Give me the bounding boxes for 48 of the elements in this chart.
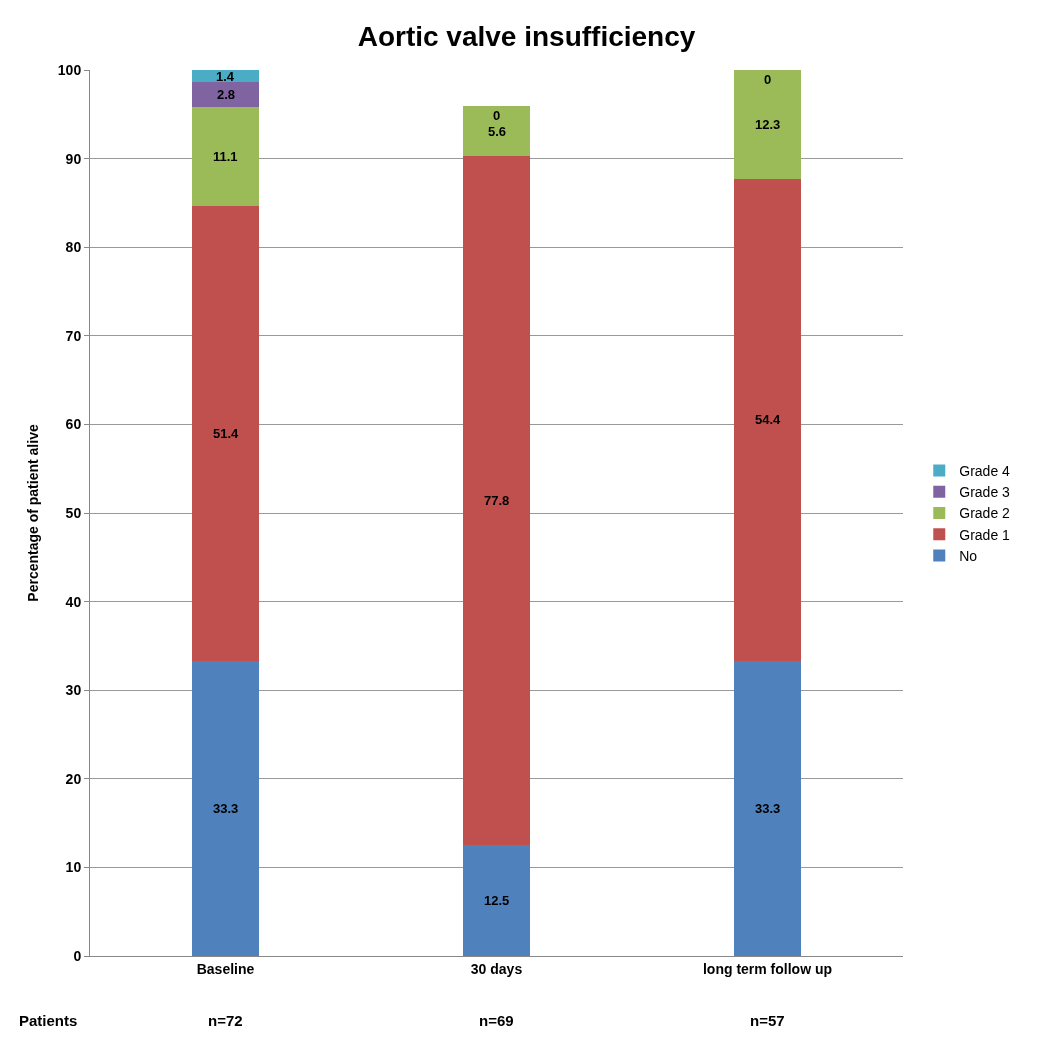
y-tick-label: 0 <box>73 947 82 964</box>
data-label: 33.3 <box>213 801 239 816</box>
y-tick-label: 10 <box>65 859 82 876</box>
data-label: 51.4 <box>213 426 240 441</box>
y-tick-label: 40 <box>65 593 82 610</box>
x-tick-label: Baseline <box>196 960 255 977</box>
data-label: 12.5 <box>484 893 510 908</box>
y-tick-label: 90 <box>65 150 82 167</box>
legend-label: Grade 2 <box>959 505 1011 522</box>
legend-label: Grade 1 <box>959 526 1011 543</box>
data-label: 11.1 <box>213 149 238 164</box>
text: n=57 <box>750 1012 785 1029</box>
y-tick-label: 50 <box>65 504 82 521</box>
y-tick-label: 100 <box>57 61 82 78</box>
bar <box>191 205 260 661</box>
text: n=72 <box>208 1012 243 1029</box>
data-label: 0 <box>764 72 772 87</box>
bar <box>191 107 260 206</box>
data-label: 77.8 <box>484 493 510 508</box>
legend-label: Grade 4 <box>959 463 1011 480</box>
data-label: 5.6 <box>488 124 507 139</box>
legend-label: Grade 3 <box>959 484 1011 501</box>
y-tick-label: 70 <box>65 327 82 344</box>
bar <box>462 106 531 156</box>
bar <box>462 155 531 846</box>
data-label: 33.3 <box>755 801 781 816</box>
chart-title: Aortic valve insufficiency <box>357 21 696 52</box>
x-tick-label: 30 days <box>470 960 523 977</box>
data-label: 12.3 <box>755 117 781 132</box>
x-tick-label: long term follow up <box>702 960 833 977</box>
bar <box>733 70 802 179</box>
y-tick-label: 20 <box>65 770 82 787</box>
data-label: 0 <box>493 108 501 123</box>
bar <box>462 845 531 956</box>
text: n=69 <box>479 1012 514 1029</box>
y-tick-label: 60 <box>65 416 82 433</box>
y-tick-label: 30 <box>65 682 82 699</box>
data-label: 2.8 <box>217 87 236 102</box>
bar <box>191 660 260 956</box>
y-tick-label: 80 <box>65 239 82 256</box>
y-axis-title: Percentage of patient alive <box>25 424 42 602</box>
data-label: 54.4 <box>755 412 782 427</box>
data-label: 1.4 <box>216 69 235 84</box>
bar <box>733 178 802 661</box>
legend-label: No <box>959 547 978 564</box>
bar <box>191 82 260 108</box>
bar <box>733 660 802 956</box>
text: Patients <box>19 1012 78 1029</box>
